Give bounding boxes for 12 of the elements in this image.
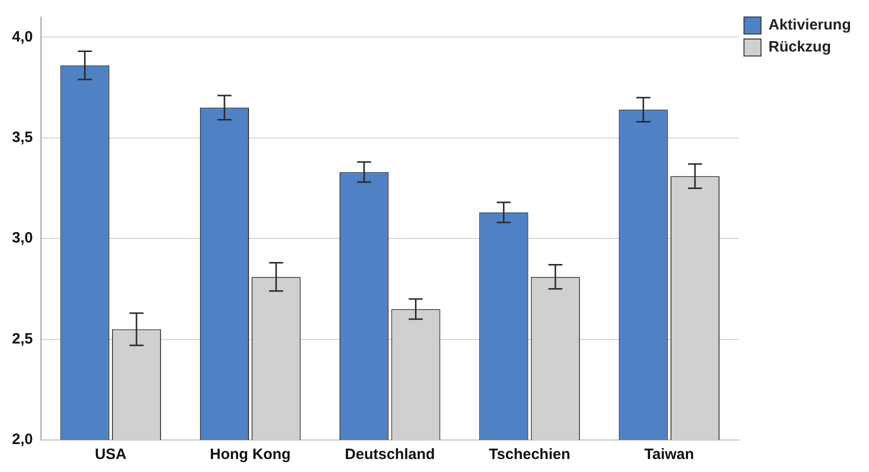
- x-tick-label: Hong Kong: [210, 446, 291, 464]
- y-tick-label: 4,0: [12, 28, 33, 46]
- legend-label: Aktivierung: [768, 16, 851, 34]
- x-tick-label: Taiwan: [644, 446, 694, 464]
- y-tick-label: 2,0: [12, 431, 33, 448]
- x-tick-label: Tschechien: [488, 446, 570, 464]
- y-tick-label: 3,0: [12, 230, 33, 247]
- x-tick-label: USA: [94, 446, 127, 464]
- x-tick-label: Deutschland: [344, 446, 435, 464]
- y-tick-label: 2,5: [12, 330, 33, 348]
- legend-label: Rückzug: [768, 38, 831, 56]
- y-tick-label: 3,5: [12, 129, 33, 146]
